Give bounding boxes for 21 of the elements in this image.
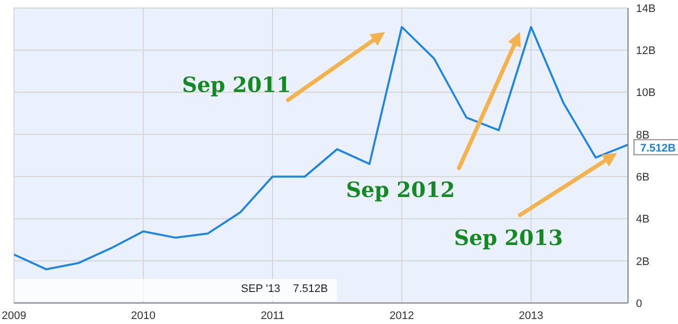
annotation: Sep 2011	[182, 72, 291, 97]
y-tick-label: 2B	[636, 256, 650, 268]
y-tick-label: 6B	[636, 171, 650, 184]
line-series	[14, 26, 628, 270]
x-tick-label: 2011	[260, 310, 284, 322]
y-tick-label: 14B	[636, 2, 656, 15]
annotation: Sep 2012	[346, 177, 455, 202]
y-tick-label: 4B	[636, 214, 650, 226]
y-tick-label: 12B	[636, 45, 656, 58]
y-tick-label: 0	[636, 298, 642, 310]
y-tick-label: 8B	[636, 129, 650, 142]
x-tick-label: 2013	[518, 310, 544, 322]
x-tick-label: 2012	[390, 310, 414, 322]
x-tick-label: 2010	[131, 310, 156, 322]
annotation: SEP '13	[241, 283, 280, 295]
y-tick-label: 10B	[636, 87, 656, 100]
data-label: 7.512B	[640, 142, 676, 155]
x-tick-label: 2009	[2, 310, 26, 322]
annotation: Sep 2013	[454, 225, 563, 250]
annotation: 7.512B	[293, 283, 328, 295]
info-panel: SEP '13 7.512B	[15, 279, 337, 301]
